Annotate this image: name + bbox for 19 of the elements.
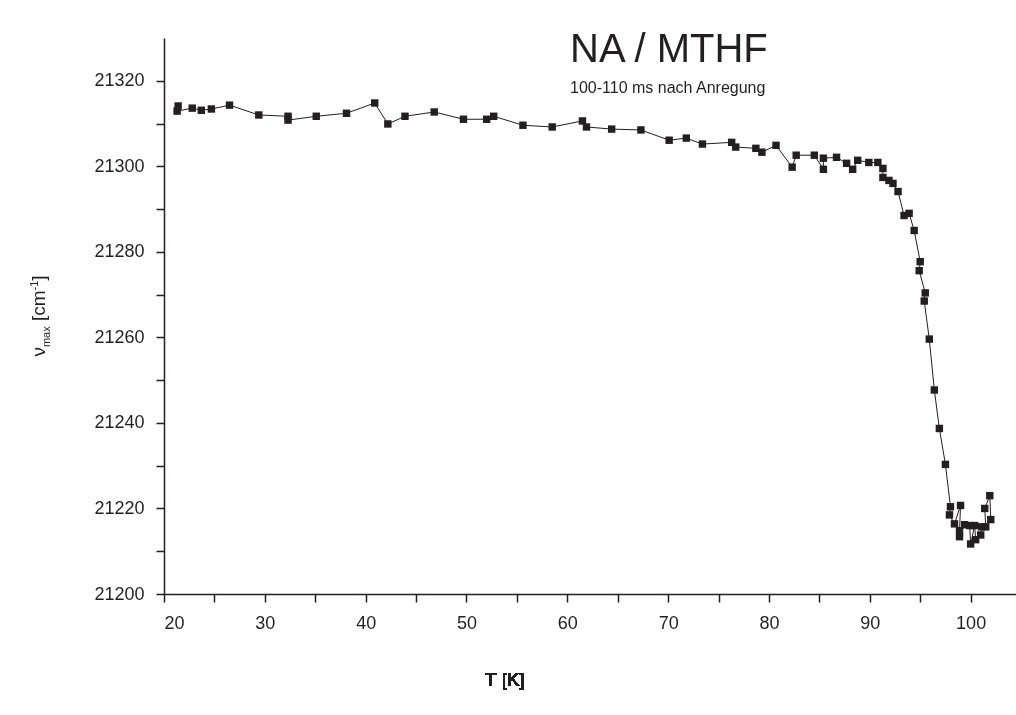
- y-tick-label: 21220: [94, 497, 145, 518]
- x-tick-label: 60: [557, 612, 578, 633]
- text: 100-110 ms nach Anregung: [570, 79, 766, 96]
- x-tick-label: 40: [356, 612, 377, 633]
- x-tick-label: 100: [956, 612, 987, 633]
- chart-title: NA / MTHF: [570, 26, 768, 70]
- x-tick-label: 30: [255, 612, 276, 633]
- x-tick-label: 50: [456, 612, 477, 633]
- x-tick-label: 80: [759, 612, 780, 633]
- y-tick-label: 21300: [94, 155, 145, 176]
- x-tick-label: 20: [164, 612, 185, 633]
- y-tick-label: 21260: [94, 326, 145, 347]
- y-tick-label: 21240: [94, 412, 145, 433]
- y-tick-label: 21320: [94, 70, 145, 91]
- y-tick-label: 21200: [94, 583, 145, 604]
- x-tick-label: 90: [860, 612, 881, 633]
- x-tick-label: 70: [658, 612, 679, 633]
- x-axis-title: T [K]: [485, 669, 525, 690]
- y-tick-label: 21280: [94, 241, 145, 262]
